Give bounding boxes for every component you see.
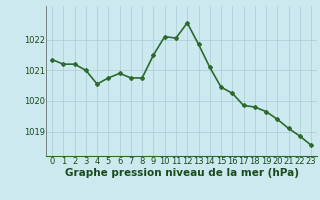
X-axis label: Graphe pression niveau de la mer (hPa): Graphe pression niveau de la mer (hPa) — [65, 168, 299, 178]
